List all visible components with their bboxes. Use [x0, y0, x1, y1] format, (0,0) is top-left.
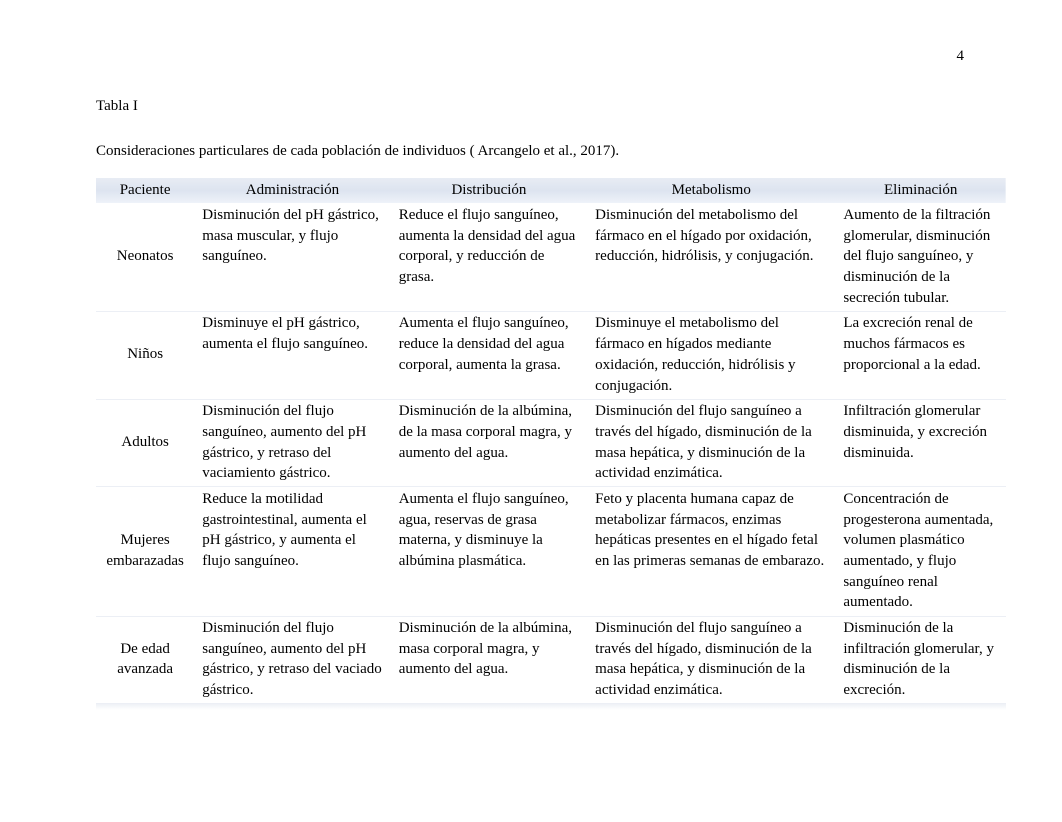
table-caption: Consideraciones particulares de cada pob… — [96, 143, 1002, 160]
header-eliminacion: Eliminación — [835, 178, 1006, 203]
cell-distribucion: Aumenta el flujo sanguíneo, agua, reserv… — [391, 486, 587, 615]
cell-eliminacion: Disminución de la infiltración glomerula… — [835, 616, 1006, 704]
table-row: De edad avanzada Disminución del flujo s… — [96, 616, 1006, 704]
table-label: Tabla I — [96, 98, 1002, 115]
header-metabolismo: Metabolismo — [587, 178, 835, 203]
header-paciente: Paciente — [96, 178, 194, 203]
cell-paciente: Adultos — [96, 399, 194, 487]
cell-metabolismo: Disminución del metabolismo del fármaco … — [587, 203, 835, 311]
cell-eliminacion: Aumento de la filtración glomerular, dis… — [835, 203, 1006, 311]
header-distribucion: Distribución — [391, 178, 587, 203]
table-header-row: Paciente Administración Distribución Met… — [96, 178, 1006, 203]
cell-administracion: Disminución del flujo sanguíneo, aumento… — [194, 616, 390, 704]
cell-distribucion: Reduce el flujo sanguíneo, aumenta la de… — [391, 203, 587, 311]
cell-paciente: Niños — [96, 311, 194, 399]
table-row: Mujeres embarazadas Reduce la motilidad … — [96, 486, 1006, 615]
cell-metabolismo: Disminución del flujo sanguíneo a través… — [587, 399, 835, 487]
cell-metabolismo: Disminuye el metabolismo del fármaco en … — [587, 311, 835, 399]
cell-eliminacion: Infiltración glomerular disminuida, y ex… — [835, 399, 1006, 487]
cell-eliminacion: La excreción renal de muchos fármacos es… — [835, 311, 1006, 399]
header-administracion: Administración — [194, 178, 390, 203]
table-row: Niños Disminuye el pH gástrico, aumenta … — [96, 311, 1006, 399]
cell-administracion: Disminuye el pH gástrico, aumenta el flu… — [194, 311, 390, 399]
cell-paciente: De edad avanzada — [96, 616, 194, 704]
cell-distribucion: Disminución de la albúmina, de la masa c… — [391, 399, 587, 487]
cell-administracion: Reduce la motilidad gastrointestinal, au… — [194, 486, 390, 615]
cell-distribucion: Disminución de la albúmina, masa corpora… — [391, 616, 587, 704]
cell-paciente: Mujeres embarazadas — [96, 486, 194, 615]
page-content: Tabla I Consideraciones particulares de … — [0, 0, 1062, 710]
table-row: Neonatos Disminución del pH gástrico, ma… — [96, 203, 1006, 311]
cell-metabolismo: Disminución del flujo sanguíneo a través… — [587, 616, 835, 704]
cell-metabolismo: Feto y placenta humana capaz de metaboli… — [587, 486, 835, 615]
cell-eliminacion: Concentración de progesterona aumentada,… — [835, 486, 1006, 615]
cell-distribucion: Aumenta el flujo sanguíneo, reduce la de… — [391, 311, 587, 399]
cell-administracion: Disminución del pH gástrico, masa muscul… — [194, 203, 390, 311]
cell-administracion: Disminución del flujo sanguíneo, aumento… — [194, 399, 390, 487]
page-number: 4 — [957, 48, 965, 65]
table-footer-shadow — [96, 704, 1006, 710]
table-row: Adultos Disminución del flujo sanguíneo,… — [96, 399, 1006, 487]
cell-paciente: Neonatos — [96, 203, 194, 311]
pharmacokinetics-table: Paciente Administración Distribución Met… — [96, 178, 1006, 704]
